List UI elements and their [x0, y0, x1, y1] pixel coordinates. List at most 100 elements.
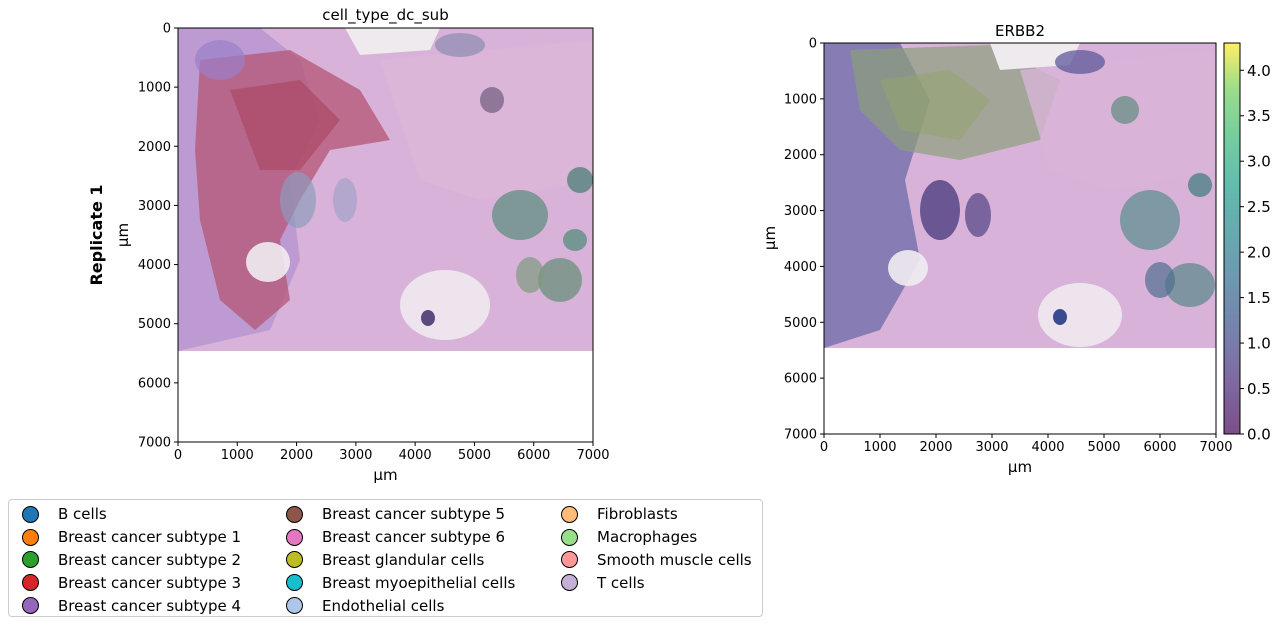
y-tick-label-cell-type: 1000	[138, 81, 171, 96]
y-tick-label-cell-type: 4000	[138, 258, 171, 273]
x-axis-label-cell-type: µm	[373, 466, 397, 484]
legend-item: Fibroblasts	[548, 503, 752, 526]
legend: B cells Breast cancer subtype 1 Breast can…	[8, 499, 763, 617]
x-tick-label-cell-type: 2000	[280, 448, 313, 463]
y-tick-label-erbb2: 1000	[784, 92, 817, 107]
x-tick-label-cell-type: 3000	[339, 448, 372, 463]
x-tick-label-cell-type: 5000	[458, 448, 491, 463]
y-tick-label-cell-type: 6000	[138, 376, 171, 391]
y-tick-label-erbb2: 2000	[784, 148, 817, 163]
legend-marker	[22, 551, 39, 569]
colorbar-tick-label: 3.5	[1247, 107, 1271, 125]
x-tick-label-cell-type: 0	[174, 448, 182, 463]
colorbar-tick-label: 3.0	[1247, 153, 1271, 171]
legend-item: Breast myoepithelial cells	[273, 571, 515, 594]
x-tick-label-cell-type: 4000	[399, 448, 432, 463]
legend-item: Breast cancer subtype 2	[9, 549, 241, 572]
legend-label: Breast myoepithelial cells	[322, 573, 516, 592]
y-tick-label-erbb2: 6000	[784, 372, 817, 387]
legend-item: Breast cancer subtype 3	[9, 571, 241, 594]
tissue-image-erbb2	[824, 43, 1216, 348]
legend-label: Breast cancer subtype 1	[58, 528, 242, 547]
x-tick-label-cell-type: 6000	[517, 448, 550, 463]
legend-marker	[561, 528, 578, 546]
colorbar-tick-label: 2.0	[1247, 244, 1271, 262]
legend-item: Breast cancer subtype 5	[273, 503, 515, 526]
legend-label: Fibroblasts	[597, 505, 678, 524]
legend-label: Breast cancer subtype 2	[58, 550, 242, 569]
colorbar-tick-label: 2.5	[1247, 198, 1271, 216]
legend-item: B cells	[9, 503, 241, 526]
x-tick-label-erbb2: 5000	[1087, 440, 1120, 455]
legend-marker	[22, 574, 39, 592]
panel-title-cell-type: cell_type_dc_sub	[322, 6, 448, 25]
legend-label: Endothelial cells	[322, 596, 445, 615]
colorbar	[1224, 43, 1240, 434]
legend-item: Breast cancer subtype 1	[9, 526, 241, 549]
y-tick-label-cell-type: 2000	[138, 140, 171, 155]
y-tick-label-erbb2: 0	[809, 37, 817, 52]
legend-label: Breast cancer subtype 5	[322, 505, 506, 524]
legend-label: Breast cancer subtype 4	[58, 596, 242, 615]
legend-marker	[561, 551, 578, 569]
legend-item: Breast glandular cells	[273, 549, 515, 572]
colorbar-tick-label: 1.5	[1247, 289, 1271, 307]
axis-ticks-erbb2: 0 1000 2000 3000 4000 5000 6000 700001000200030…	[784, 37, 1233, 456]
y-tick-label-cell-type: 7000	[138, 436, 171, 451]
x-tick-label-cell-type: 1000	[221, 448, 254, 463]
y-tick-label-cell-type: 5000	[138, 317, 171, 332]
legend-marker	[22, 597, 39, 615]
legend-item: Breast cancer subtype 6	[273, 526, 515, 549]
x-tick-label-erbb2: 6000	[1143, 440, 1176, 455]
row-label-replicate: Replicate 1	[87, 184, 106, 285]
y-tick-label-erbb2: 4000	[784, 260, 817, 275]
legend-label: Breast cancer subtype 3	[58, 573, 242, 592]
legend-item: T cells	[548, 571, 752, 594]
x-tick-label-erbb2: 2000	[919, 440, 952, 455]
legend-label: Macrophages	[597, 528, 698, 547]
legend-marker	[22, 528, 39, 546]
x-tick-label-erbb2: 7000	[1199, 440, 1232, 455]
colorbar-ticks: 0.0 0.5 1.0 1.5 2.0 2.5 3.0 3.5 4.0	[1240, 62, 1271, 444]
y-tick-label-erbb2: 7000	[784, 428, 817, 443]
legend-label: Breast glandular cells	[322, 550, 485, 569]
y-tick-label-cell-type: 3000	[138, 199, 171, 214]
legend-marker	[286, 574, 303, 592]
y-tick-label-cell-type: 0	[163, 22, 171, 37]
legend-marker	[286, 528, 303, 546]
axis-ticks-cell-type: 0 1000 2000 3000 4000 5000 6000 700001000200030…	[138, 22, 610, 464]
x-tick-label-erbb2: 0	[820, 440, 828, 455]
legend-label: Smooth muscle cells	[597, 550, 752, 569]
panel-title-erbb2: ERBB2	[995, 22, 1045, 40]
legend-label: Breast cancer subtype 6	[322, 528, 506, 547]
colorbar-tick-label: 4.0	[1247, 62, 1271, 80]
y-axis-label-cell-type: µm	[114, 223, 132, 247]
legend-marker	[286, 597, 303, 615]
colorbar-tick-label: 1.0	[1247, 335, 1271, 353]
x-axis-label-erbb2: µm	[1008, 458, 1032, 476]
legend-marker	[561, 574, 578, 592]
y-tick-label-erbb2: 3000	[784, 204, 817, 219]
panel-cell-type: cell_type_dc_sub µm µm Replicate 1 0 1000…	[87, 6, 610, 484]
x-tick-label-erbb2: 1000	[863, 440, 896, 455]
legend-item: Macrophages	[548, 526, 752, 549]
y-tick-label-erbb2: 5000	[784, 316, 817, 331]
panel-erbb2: ERBB2 µm µm 0 1000 2000 3000 4000 5000 6000 700…	[761, 22, 1271, 476]
y-axis-label-erbb2: µm	[761, 226, 779, 250]
legend-item: Breast cancer subtype 4	[9, 594, 241, 617]
legend-marker	[561, 505, 578, 523]
x-tick-label-cell-type: 7000	[576, 448, 609, 463]
legend-item: Smooth muscle cells	[548, 549, 752, 572]
legend-marker	[286, 551, 303, 569]
x-tick-label-erbb2: 4000	[1031, 440, 1064, 455]
legend-label: T cells	[597, 573, 645, 592]
legend-marker	[22, 505, 39, 523]
colorbar-tick-label: 0.0	[1247, 426, 1271, 444]
legend-marker	[286, 505, 303, 523]
colorbar-tick-label: 0.5	[1247, 380, 1271, 398]
legend-item: Endothelial cells	[273, 594, 515, 617]
legend-label: B cells	[58, 505, 107, 524]
x-tick-label-erbb2: 3000	[975, 440, 1008, 455]
tissue-image-cell-type	[178, 28, 593, 351]
